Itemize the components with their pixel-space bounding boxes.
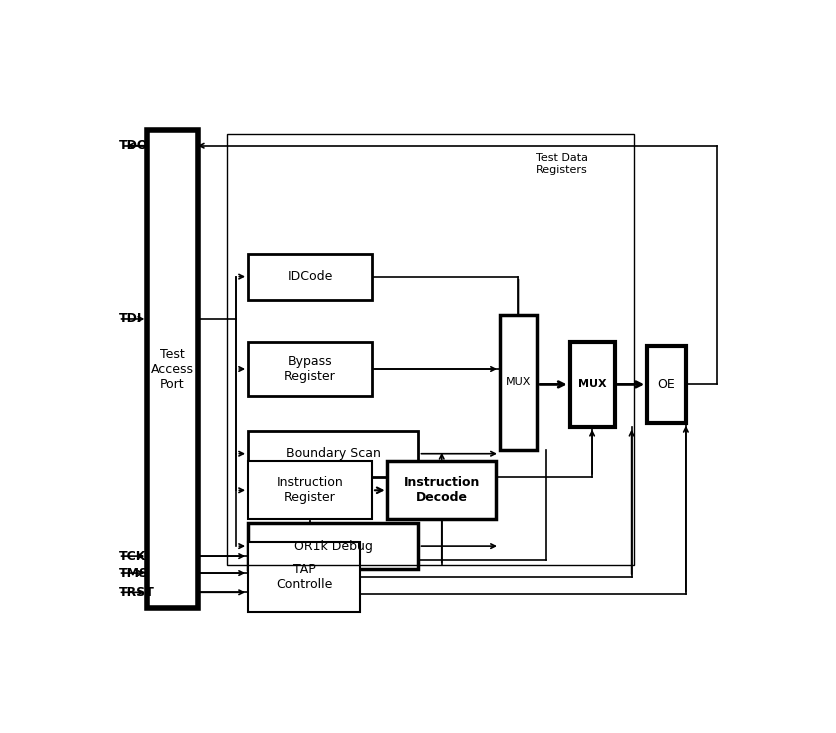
Bar <box>247 254 371 300</box>
Bar <box>247 542 360 611</box>
Text: Instruction
Decode: Instruction Decode <box>403 476 479 504</box>
Text: TCK: TCK <box>119 550 145 563</box>
Text: MUX: MUX <box>505 377 531 388</box>
Bar <box>646 346 685 423</box>
Text: Boundary Scan: Boundary Scan <box>285 447 380 460</box>
Bar <box>499 315 537 450</box>
Bar <box>247 430 418 476</box>
Bar <box>247 461 371 519</box>
Bar <box>247 342 371 396</box>
Text: Instruction
Register: Instruction Register <box>276 476 343 504</box>
Text: MUX: MUX <box>577 380 606 389</box>
Text: Test Data
Registers: Test Data Registers <box>535 153 587 175</box>
Bar <box>247 523 418 570</box>
Text: TRST: TRST <box>119 586 155 599</box>
Bar <box>569 342 614 427</box>
Text: IDCode: IDCode <box>287 270 332 283</box>
Bar <box>387 461 496 519</box>
Text: TDO: TDO <box>119 139 148 152</box>
Text: Test
Access
Port: Test Access Port <box>150 347 194 391</box>
Text: TDI: TDI <box>119 312 142 325</box>
Bar <box>227 134 633 565</box>
Text: TMS: TMS <box>119 567 149 580</box>
Text: OE: OE <box>657 378 675 391</box>
Text: TAP
Controlle: TAP Controlle <box>276 563 332 591</box>
Text: OR1k Debug: OR1k Debug <box>293 539 372 553</box>
Text: Bypass
Register: Bypass Register <box>283 355 335 383</box>
Bar <box>147 130 197 608</box>
